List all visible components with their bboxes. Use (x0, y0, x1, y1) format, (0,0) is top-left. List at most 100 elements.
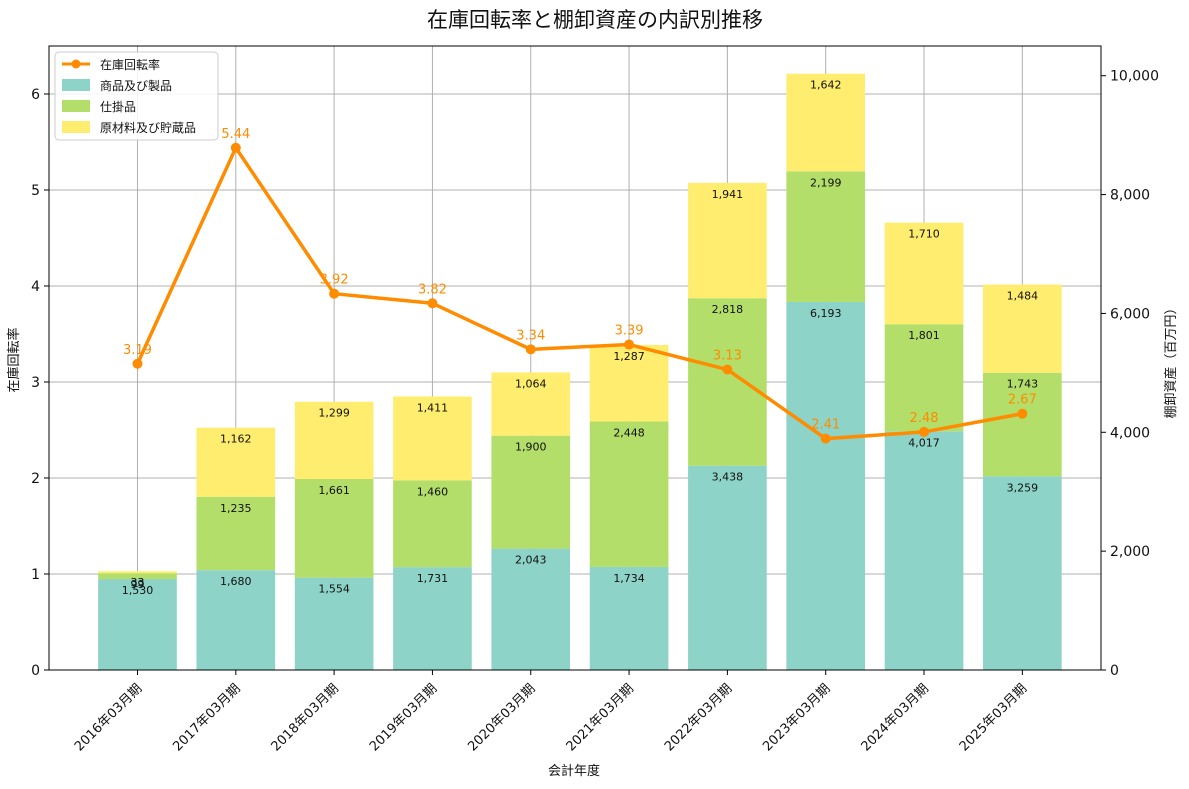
y-left-tick-label: 3 (31, 375, 40, 391)
bar-3 (884, 222, 964, 325)
bar-2 (884, 324, 964, 432)
bar-value-label: 1,287 (613, 350, 645, 363)
ratio-value-label: 3.82 (418, 282, 447, 297)
y-right-tick-label: 4,000 (1110, 425, 1150, 441)
bar-value-label: 1,235 (220, 502, 252, 515)
bar-1 (983, 476, 1062, 670)
bar-2 (983, 372, 1062, 477)
ratio-point (624, 339, 635, 350)
x-tick-label: 2025年03月期 (957, 681, 1030, 754)
bar-value-label: 1,411 (417, 402, 449, 415)
y-right-tick-label: 10,000 (1110, 69, 1159, 85)
bar-value-label: 2,448 (613, 426, 645, 439)
x-tick-label: 2023年03月期 (760, 681, 833, 754)
ratio-value-label: 3.13 (713, 349, 742, 364)
bar-3 (196, 427, 276, 497)
bar-value-label: 1,162 (220, 433, 252, 446)
bar-value-label: 1,661 (318, 484, 350, 497)
bar-value-label: 4,017 (908, 436, 940, 449)
bar-1 (491, 548, 571, 670)
ratio-value-label: 2.67 (1008, 393, 1037, 408)
bar-value-label: 2,818 (712, 303, 744, 316)
bar-value-label: 1,941 (712, 188, 744, 201)
y-left-tick-label: 1 (31, 567, 40, 583)
y-left-tick-label: 0 (31, 663, 40, 679)
bar-1 (393, 567, 472, 670)
ratio-value-label: 2.41 (811, 418, 840, 433)
legend-swatch (62, 79, 90, 91)
y-right-tick-label: 2,000 (1110, 544, 1150, 560)
bar-1 (294, 577, 374, 670)
bar-value-label: 1,064 (515, 377, 547, 390)
x-tick-label: 2016年03月期 (72, 681, 145, 754)
y-right-tick-label: 6,000 (1110, 306, 1150, 322)
bar-value-label: 1,484 (1007, 290, 1039, 303)
x-tick-label: 2019年03月期 (367, 681, 440, 754)
y-left-tick-label: 6 (31, 87, 40, 103)
legend-box (54, 51, 219, 141)
ratio-point (132, 358, 143, 369)
ratio-value-label: 3.34 (516, 328, 545, 343)
ratio-point (919, 426, 930, 437)
bar-value-label: 6,193 (810, 307, 842, 320)
chart-title: 在庫回転率と棚卸資産の内訳別推移 (427, 8, 763, 32)
x-tick-label: 2024年03月期 (859, 681, 932, 754)
bar-3 (294, 401, 374, 479)
bar-value-label: 99 (130, 578, 144, 591)
ratio-line-path (135, 146, 1023, 441)
ratio-point (722, 364, 733, 375)
legend-label: 商品及び製品 (100, 78, 172, 93)
bar-2 (196, 496, 276, 571)
bar-3 (98, 571, 177, 574)
bar-2 (491, 435, 571, 549)
legend-label: 在庫回転率 (100, 57, 160, 72)
ratio-value-label: 3.92 (320, 273, 349, 288)
bar-1 (688, 465, 767, 670)
bar-value-label: 1,801 (908, 329, 940, 342)
bar-value-label: 3,438 (712, 471, 744, 484)
bar-value-label: 1,554 (318, 583, 350, 596)
bars (98, 73, 1062, 670)
bar-value-label: 1,900 (515, 441, 547, 454)
ratio-point (329, 288, 340, 299)
ratio-point (525, 344, 536, 355)
x-tick-label: 2021年03月期 (564, 681, 637, 754)
ratio-value-label: 2.48 (910, 411, 939, 426)
legend-swatch (62, 100, 90, 112)
ratio-value-label: 5.44 (221, 127, 250, 142)
bar-1 (589, 566, 669, 670)
bar-2 (786, 171, 866, 302)
bar-2 (393, 480, 472, 568)
bar-value-label: 1,530 (122, 584, 154, 597)
bar-value-label: 2,043 (515, 554, 547, 567)
x-axis-label: 会計年度 (548, 763, 600, 779)
y-left-tick-label: 5 (31, 183, 40, 199)
bar-3 (393, 396, 472, 481)
bar-value-label: 1,460 (417, 485, 449, 498)
bar-2 (589, 421, 669, 567)
ratio-value-label: 3.19 (123, 343, 152, 358)
legend-label: 原材料及び貯蔵品 (100, 121, 196, 135)
ratio-point (820, 433, 831, 444)
bar-value-label: 1,299 (318, 407, 350, 420)
plot-frame (48, 45, 1102, 671)
bar-value-label: 1,642 (810, 79, 842, 92)
y-left-tick-label: 4 (31, 279, 40, 295)
bar-value-label: 1,680 (220, 575, 252, 588)
bar-2 (688, 298, 767, 466)
y-right-tick-label: 8,000 (1110, 188, 1150, 204)
bar-value-label: 1,731 (417, 572, 449, 585)
bar-3 (589, 344, 669, 422)
ratio-point (427, 298, 438, 309)
legend-label: 仕掛品 (100, 99, 136, 114)
ratio-point (230, 142, 241, 153)
bar-3 (688, 182, 767, 299)
bar-2 (294, 478, 374, 578)
bar-value-label: 2,199 (810, 176, 842, 189)
ratio-point (1017, 408, 1028, 419)
y-left-tick-label: 2 (31, 471, 40, 487)
bar-3 (983, 284, 1062, 373)
bar-value-label: 1,743 (1007, 378, 1039, 391)
